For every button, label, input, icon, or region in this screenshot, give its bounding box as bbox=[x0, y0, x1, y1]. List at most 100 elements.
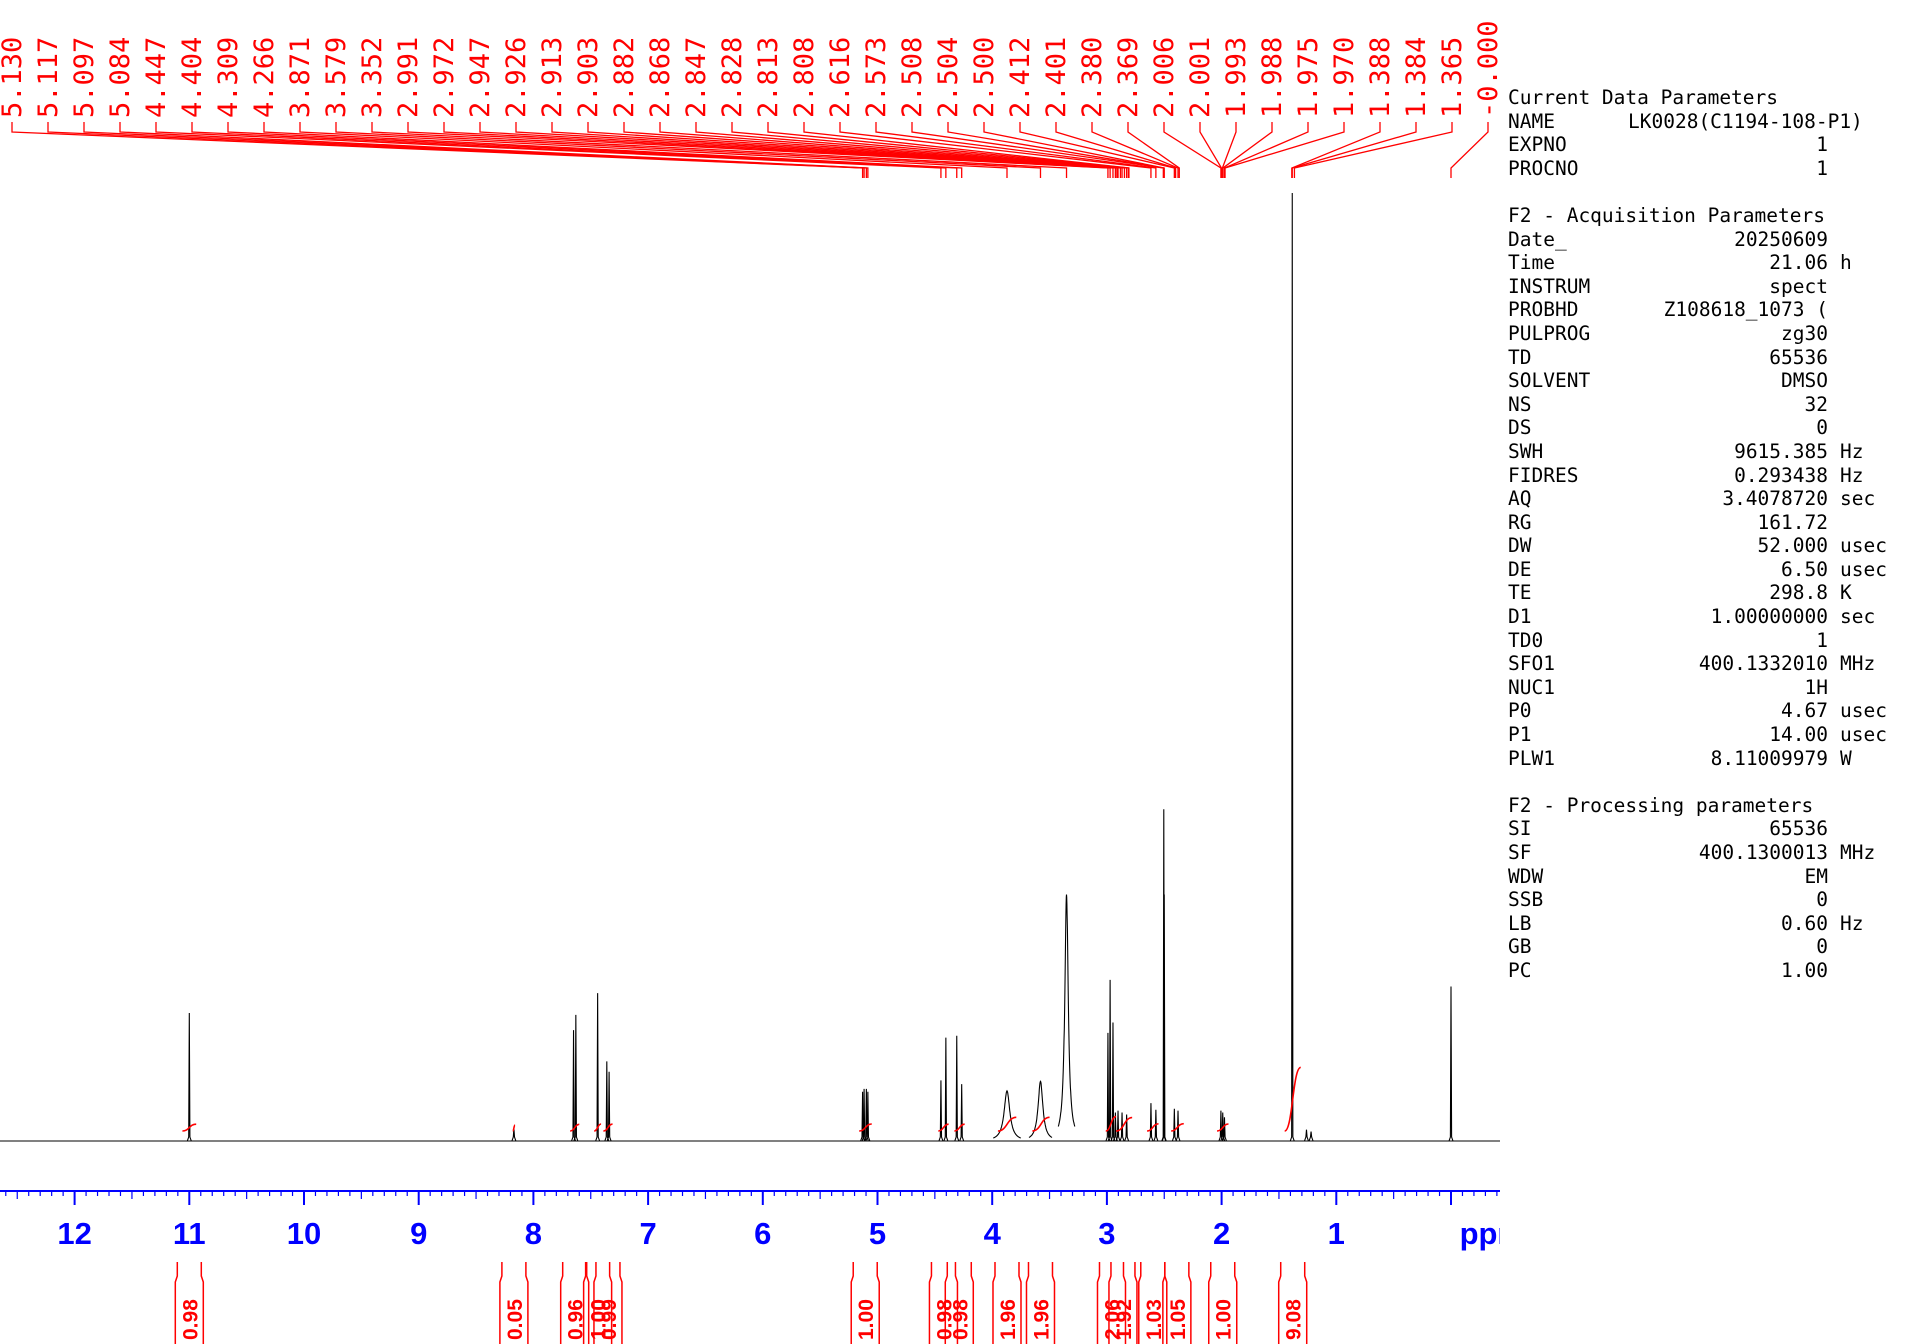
acq-param-unit bbox=[1828, 416, 1840, 440]
current-param-unit bbox=[1828, 133, 1840, 157]
peak-label: 2.903 bbox=[573, 37, 604, 118]
peak-label: 1.975 bbox=[1293, 37, 1324, 118]
peak-label: 3.579 bbox=[321, 37, 352, 118]
peak-leader-line bbox=[443, 122, 1111, 178]
integral-label-group: 0.98 0.05 0.96 1.000.99 1.00 0.980.98 1.96 1.96… bbox=[174, 1262, 1308, 1344]
proc-param-value: 1.00 bbox=[1781, 958, 1828, 982]
proc-param-unit: Hz bbox=[1840, 911, 1864, 935]
peak-leader-line bbox=[1199, 122, 1223, 178]
integral-value: 1.00 bbox=[855, 1299, 878, 1340]
acq-param-key: P1 bbox=[1508, 723, 1532, 747]
peak-label: 5.084 bbox=[105, 37, 136, 118]
spectrum-peak bbox=[1308, 1131, 1314, 1142]
axis-tick-label: 8 bbox=[525, 1216, 542, 1251]
peak-label: 2.926 bbox=[501, 37, 532, 118]
acq-param-key: AQ bbox=[1508, 487, 1532, 511]
integral-value: 0.05 bbox=[504, 1299, 527, 1340]
peak-leader-line bbox=[587, 122, 1119, 178]
peak-leader-line bbox=[839, 122, 1152, 178]
acq-param-row: PULPROG zg30 bbox=[1508, 322, 1903, 346]
acq-param-key: Time bbox=[1508, 251, 1555, 275]
proc-param-value: 65536 bbox=[1769, 817, 1828, 841]
integral-value: 1.05 bbox=[1167, 1299, 1190, 1340]
peak-leader-line bbox=[551, 122, 1118, 178]
acq-param-unit: Hz bbox=[1840, 439, 1864, 463]
processing-rows: SI 65536 SF 400.1300013 MHz WDW EM SSB 0 LB 0.60 Hz… bbox=[1508, 817, 1903, 982]
acq-param-row: FIDRES 0.293438 Hz bbox=[1508, 464, 1903, 488]
axis-tick-label: 11 bbox=[173, 1216, 206, 1251]
peak-label: 5.117 bbox=[33, 37, 64, 118]
ppm-axis: 12 11 10 9 8 7 6 5 4 3 2 1 ppm bbox=[0, 1190, 1500, 1251]
acq-param-value: 0 bbox=[1816, 416, 1828, 440]
axis-tick-label: 7 bbox=[639, 1216, 656, 1251]
proc-param-key: LB bbox=[1508, 911, 1532, 935]
acq-param-value: 14.00 bbox=[1769, 723, 1828, 747]
acq-param-unit bbox=[1828, 629, 1840, 653]
current-param-unit bbox=[1828, 157, 1840, 181]
peak-label: 2.616 bbox=[825, 37, 856, 118]
spectrum-peak bbox=[1303, 1129, 1309, 1142]
integral-value: 0.99 bbox=[598, 1299, 621, 1340]
acq-param-value: 52.000 bbox=[1757, 534, 1828, 558]
proc-param-unit: MHz bbox=[1840, 841, 1876, 864]
peak-label: 2.813 bbox=[753, 37, 784, 118]
integral-value: 1.03 bbox=[1143, 1299, 1166, 1340]
current-param-key: NAME bbox=[1508, 109, 1555, 133]
spectrum-peak bbox=[595, 993, 601, 1142]
spectrum-peak bbox=[1057, 894, 1076, 1127]
integral-bracket bbox=[174, 1262, 205, 1344]
acq-param-row: PLW1 8.11009979 W bbox=[1508, 747, 1903, 771]
acq-param-value: 1H bbox=[1804, 675, 1828, 699]
peak-label: 1.993 bbox=[1221, 37, 1252, 118]
spectrum-peak bbox=[938, 1080, 944, 1142]
acq-param-key: TE bbox=[1508, 581, 1532, 605]
integral-curve bbox=[593, 1123, 602, 1132]
proc-param-key: SI bbox=[1508, 817, 1532, 841]
peak-label: 1.970 bbox=[1329, 37, 1360, 118]
acq-param-unit: usec bbox=[1840, 534, 1887, 558]
acq-param-unit bbox=[1828, 511, 1840, 535]
integral-curve bbox=[954, 1123, 965, 1132]
proc-param-unit bbox=[1828, 935, 1840, 959]
acq-param-key: SOLVENT bbox=[1508, 369, 1591, 393]
integral-curve bbox=[997, 1116, 1017, 1132]
acq-param-key: D1 bbox=[1508, 605, 1532, 629]
acq-param-value: 1 bbox=[1816, 628, 1828, 652]
peak-label: 2.001 bbox=[1185, 37, 1216, 118]
integral-bracket bbox=[1108, 1262, 1138, 1344]
proc-param-row: PC 1.00 bbox=[1508, 959, 1903, 983]
spectrum-peak bbox=[1171, 1108, 1177, 1142]
acquisition-rows: Date_ 20250609 Time 21.06 h INSTRUM spect PROBH… bbox=[1508, 228, 1903, 771]
integral-bracket bbox=[582, 1262, 613, 1344]
acq-param-value: 161.72 bbox=[1757, 510, 1828, 534]
peak-leader-line bbox=[1091, 122, 1179, 178]
acq-param-unit bbox=[1828, 228, 1840, 252]
acq-param-key: PROBHD bbox=[1508, 298, 1579, 322]
integral-curve bbox=[1115, 1116, 1133, 1132]
peak-leader-line bbox=[1055, 122, 1177, 178]
peak-leader-line bbox=[1163, 122, 1222, 178]
proc-param-key: PC bbox=[1508, 958, 1532, 982]
peak-leader-line bbox=[515, 122, 1117, 178]
spectrum-peak bbox=[993, 1089, 1021, 1139]
axis-tick-label: 3 bbox=[1098, 1216, 1115, 1251]
peak-label: 2.500 bbox=[969, 37, 1000, 118]
acq-param-key: FIDRES bbox=[1508, 463, 1579, 487]
integral-curve bbox=[1216, 1123, 1229, 1132]
acq-param-unit bbox=[1828, 676, 1840, 700]
peak-label: 1.988 bbox=[1257, 37, 1288, 118]
axis-tick-label: 12 bbox=[57, 1216, 91, 1251]
current-param-key: EXPNO bbox=[1508, 133, 1567, 157]
spectrum-peak bbox=[1175, 1110, 1181, 1142]
acq-param-value: spect bbox=[1769, 274, 1828, 298]
acq-param-unit bbox=[1828, 298, 1840, 322]
integral-bracket bbox=[499, 1262, 529, 1344]
peak-leader-line bbox=[191, 122, 947, 178]
acq-param-row: NUC1 1H bbox=[1508, 676, 1903, 700]
integral-curve bbox=[512, 1124, 516, 1132]
parameter-panel: Current Data Parameters NAME LK0028(C1194… bbox=[1508, 86, 1903, 1006]
acq-param-row: SOLVENT DMSO bbox=[1508, 369, 1903, 393]
spectrum-group bbox=[0, 192, 1500, 1142]
integral-value: 0.96 bbox=[565, 1299, 588, 1340]
current-param-unit bbox=[1828, 110, 1840, 134]
